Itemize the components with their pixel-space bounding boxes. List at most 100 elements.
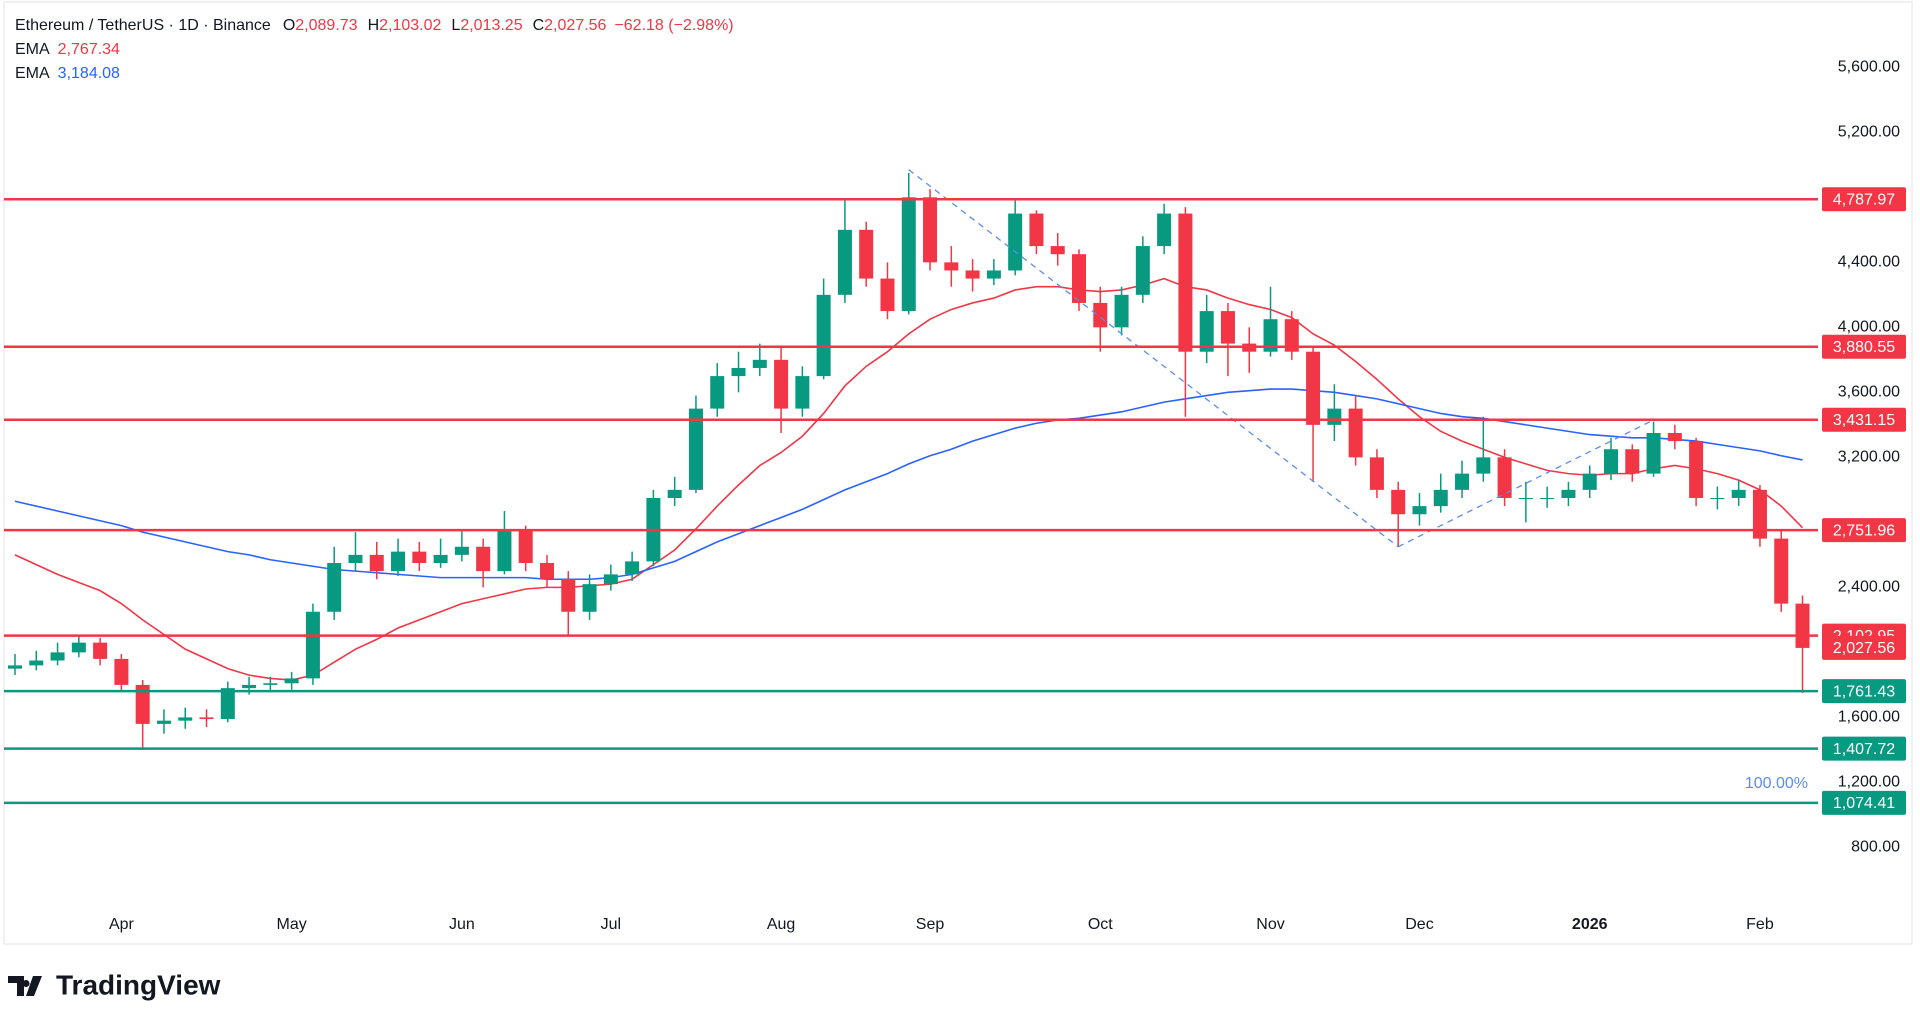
candle-body <box>688 408 703 490</box>
x-tick-label: Aug <box>767 916 795 933</box>
candle-body <box>1710 497 1725 499</box>
logo: TradingView <box>8 969 221 1000</box>
candle-body <box>1263 319 1278 352</box>
pane-border <box>3 1 1913 945</box>
candle-body <box>1157 213 1172 247</box>
last-price-label: 2,027.56 <box>1833 640 1895 657</box>
trend-line <box>908 169 1399 548</box>
candle-body <box>199 717 214 720</box>
candle-body <box>540 563 554 580</box>
indicator-value: 2,767.34 <box>58 41 120 58</box>
candle-body <box>1327 408 1342 425</box>
candle-body <box>1093 302 1108 328</box>
level-label: 3,431.15 <box>1833 412 1895 429</box>
fib-label: 100.00% <box>1745 775 1808 792</box>
candle-body <box>923 197 938 263</box>
x-tick-label: Jun <box>449 916 475 933</box>
candle-body <box>1518 497 1533 499</box>
candle-body <box>1795 603 1810 648</box>
candle-body <box>1391 489 1406 515</box>
candle-body <box>1774 538 1789 604</box>
level-label: 1,074.41 <box>1833 795 1895 812</box>
logo-mark <box>8 976 42 996</box>
level-label-box <box>1822 790 1906 815</box>
candle-body <box>1135 246 1150 295</box>
legend: Ethereum / TetherUS · 1D · Binance O2,089… <box>15 17 734 82</box>
y-tick-label: 2,400.00 <box>1838 579 1900 596</box>
y-tick-label: 5,600.00 <box>1838 59 1900 76</box>
ohlc-value: 2,013.25 <box>460 17 522 34</box>
y-tick-label: 1,600.00 <box>1838 709 1900 726</box>
candle-body <box>412 551 427 564</box>
candle-body <box>497 530 512 572</box>
candle-body <box>880 278 895 312</box>
candle-body <box>220 688 235 720</box>
candle-body <box>1220 311 1235 344</box>
candle-body <box>518 530 533 564</box>
candle-body <box>1412 506 1427 515</box>
candle-body <box>1306 351 1321 425</box>
candle-body <box>1050 246 1065 255</box>
candle-body <box>1455 473 1470 490</box>
x-tick-label: Nov <box>1256 916 1284 933</box>
candle-body <box>454 546 469 555</box>
candle-body <box>944 262 959 271</box>
level-label: 1,407.72 <box>1833 741 1895 758</box>
indicator-value: 3,184.08 <box>58 65 120 82</box>
ohlc-value: 2,103.02 <box>379 17 441 34</box>
legend-title: Ethereum / TetherUS · 1D · Binance O2,089… <box>15 17 734 34</box>
candle-body <box>1752 489 1767 539</box>
y-tick-label: 1,200.00 <box>1838 774 1900 791</box>
candle-body <box>1604 449 1618 474</box>
y-tick-label: 3,200.00 <box>1838 449 1900 466</box>
candle-body <box>178 717 193 721</box>
candle-body <box>1369 457 1384 490</box>
x-tick-label: Jul <box>601 916 621 933</box>
last-price-box <box>1822 635 1906 660</box>
candle-body <box>327 563 342 612</box>
level-label: 4,787.97 <box>1833 191 1895 208</box>
change: −62.18 (−2.98%) <box>614 17 733 34</box>
candle-body <box>1178 213 1193 352</box>
candle-body <box>816 294 831 377</box>
candle-body <box>242 684 257 689</box>
indicator-legend: EMA 3,184.08 <box>15 65 120 82</box>
x-tick-label: Feb <box>1746 916 1774 933</box>
candle-body <box>284 678 299 684</box>
y-tick-label: 3,600.00 <box>1838 384 1900 401</box>
level-label-box <box>1822 334 1906 359</box>
ema-line <box>14 277 1804 681</box>
brand: TradingView <box>56 969 221 1000</box>
candle-body <box>667 489 682 498</box>
candle-body <box>93 642 108 659</box>
candle-body <box>582 584 597 612</box>
candle-body <box>1646 432 1661 474</box>
candle-body <box>1008 213 1023 271</box>
candle-body <box>433 554 448 564</box>
candle-body <box>1582 473 1597 490</box>
candle-body <box>1689 441 1704 498</box>
level-label: 3,880.55 <box>1833 339 1895 356</box>
x-tick-label: May <box>277 916 307 933</box>
candle-body <box>1625 449 1640 474</box>
candle-body <box>8 665 22 669</box>
candle-body <box>774 359 789 409</box>
candle-body <box>1540 497 1555 499</box>
ohlc-key: L <box>451 17 460 34</box>
candle-body <box>752 359 767 368</box>
candle-body <box>1072 254 1086 303</box>
candle-body <box>965 270 980 279</box>
x-tick-label: Apr <box>109 916 135 933</box>
candle-body <box>1199 311 1214 352</box>
indicator-name: EMA <box>15 65 50 82</box>
candle-body <box>114 658 129 685</box>
indicator-name: EMA <box>15 41 50 58</box>
candle-body <box>369 554 384 572</box>
ohlc-value: 2,089.73 <box>295 17 357 34</box>
candle-body <box>29 660 44 666</box>
candle-body <box>1348 408 1363 458</box>
level-label-box <box>1822 518 1906 543</box>
candle-body <box>476 546 491 572</box>
y-tick-label: 4,400.00 <box>1838 254 1900 271</box>
